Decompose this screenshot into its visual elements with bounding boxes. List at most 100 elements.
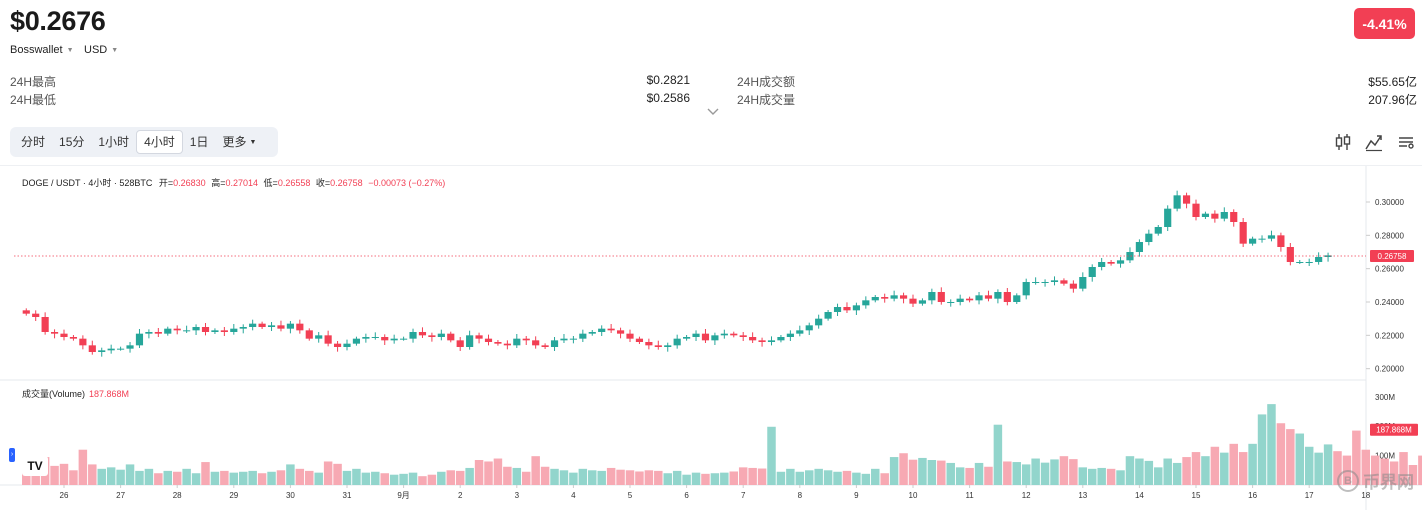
- volume-bar: [531, 456, 540, 485]
- time-tick-label: 17: [1305, 491, 1314, 500]
- tf-4h[interactable]: 4小时: [136, 130, 183, 154]
- candle-body: [400, 338, 408, 340]
- tf-1h[interactable]: 1小时: [98, 135, 130, 149]
- side-panel-toggle[interactable]: ›: [9, 448, 15, 462]
- tf-intraday[interactable]: 分时: [21, 135, 46, 149]
- candle-body: [145, 332, 153, 334]
- volume-bar: [276, 470, 286, 485]
- volume-bar: [993, 424, 1003, 485]
- volume-bar: [974, 462, 984, 485]
- volume-bar: [814, 468, 823, 485]
- candle-body: [796, 330, 804, 334]
- volume-bar: [654, 470, 663, 485]
- time-tick-label: 28: [173, 491, 182, 500]
- candle-body: [1003, 292, 1011, 302]
- volume-bar: [201, 462, 210, 485]
- candle-body: [1098, 262, 1106, 267]
- volume-bar: [550, 468, 559, 485]
- volume-bar: [578, 468, 588, 485]
- candle-body: [654, 345, 662, 347]
- candle-body: [1239, 222, 1247, 244]
- settings-icon[interactable]: [1396, 132, 1416, 152]
- volume-bar: [1380, 458, 1389, 485]
- candle-body: [107, 348, 115, 351]
- volume-bar: [833, 471, 842, 485]
- candle-body: [1050, 280, 1059, 282]
- tf-1d[interactable]: 1日: [189, 135, 209, 149]
- volume-bar: [918, 457, 927, 485]
- stat-volume-label: 24H成交量: [737, 93, 796, 107]
- volume-bar: [50, 465, 59, 485]
- candle-body: [975, 295, 983, 301]
- tradingview-logo[interactable]: TV: [22, 456, 48, 476]
- volume-bar: [937, 460, 946, 485]
- tf-more[interactable]: 更多 ▼: [215, 130, 263, 154]
- stat-turnover-value: $55.65亿: [1368, 75, 1417, 89]
- candle-body: [1022, 282, 1030, 296]
- candle-body: [201, 327, 210, 332]
- volume-bar: [842, 470, 852, 485]
- candle-body: [456, 340, 464, 347]
- candle-body: [966, 298, 974, 301]
- volume-bar: [776, 471, 786, 485]
- stat-high-label: 24H最高: [10, 75, 57, 89]
- volume-bar: [597, 470, 606, 485]
- candle-body: [1107, 262, 1115, 264]
- candle-body: [173, 328, 181, 331]
- currency-selector[interactable]: USD ▼: [84, 44, 118, 56]
- candle-body: [296, 323, 304, 331]
- candle-body: [1126, 252, 1134, 261]
- candle-body: [381, 337, 389, 341]
- candle-body: [588, 332, 596, 334]
- chart-canvas[interactable]: 0.30000 0.28000 0.26000 0.24000 0.22000 0.200…: [0, 165, 1422, 510]
- time-tick-label: 18: [1361, 491, 1370, 500]
- volume-bar: [823, 470, 833, 485]
- candle-body: [1220, 212, 1228, 219]
- volume-bar: [1097, 467, 1106, 485]
- currency-label: USD: [84, 44, 108, 56]
- volume-bar: [1389, 461, 1399, 485]
- volume-bar: [1295, 433, 1305, 485]
- volume-legend-label: 成交量(Volume): [22, 389, 86, 399]
- expand-chevron-icon[interactable]: [706, 106, 720, 118]
- candle-body: [333, 343, 342, 347]
- candle-body: [918, 300, 927, 304]
- time-tick-label: 12: [1022, 491, 1031, 500]
- volume-bar: [342, 470, 352, 485]
- candle-body: [1069, 283, 1077, 289]
- volume-bar: [295, 468, 305, 485]
- caret-down-icon: ▼: [249, 138, 257, 146]
- candle-body: [69, 337, 78, 339]
- volume-bar: [521, 471, 531, 485]
- candle-body: [513, 338, 521, 346]
- last-price-tag: [1370, 250, 1414, 263]
- timeframe-bar: 分时 15分 1小时 4小时 1日 更多 ▼: [10, 127, 278, 157]
- time-tick-label: 16: [1248, 491, 1257, 500]
- volume-bar: [1229, 443, 1238, 485]
- candle-body: [881, 297, 889, 299]
- candle-body: [739, 335, 747, 337]
- volume-bar: [1323, 444, 1333, 485]
- watermark-coin-icon: B: [1337, 469, 1359, 492]
- candlestick-icon[interactable]: [1333, 132, 1353, 152]
- volume-bar: [1021, 464, 1031, 485]
- volume-bar: [1106, 468, 1116, 485]
- candle-body: [890, 295, 898, 299]
- candle-body: [1258, 238, 1266, 240]
- tf-15m[interactable]: 15分: [59, 135, 85, 149]
- volume-bar: [1144, 460, 1154, 485]
- volume-bar: [984, 466, 993, 485]
- price-tick-label: 0.24000: [1375, 298, 1404, 307]
- candle-body: [758, 340, 766, 342]
- candle-body: [664, 345, 672, 347]
- price-tick-label: 0.26000: [1375, 265, 1404, 274]
- indicator-icon[interactable]: [1364, 132, 1384, 152]
- caret-down-icon: ▼: [66, 46, 74, 54]
- price-chart[interactable]: 0.30000 0.28000 0.26000 0.24000 0.22000 0.200…: [0, 165, 1422, 510]
- exchange-selector[interactable]: Bosswallet ▼: [10, 44, 74, 56]
- volume-bar: [1361, 449, 1371, 485]
- volume-bar: [371, 471, 380, 485]
- candle-body: [220, 330, 228, 332]
- candle-body: [315, 335, 323, 339]
- candle-body: [1315, 257, 1323, 262]
